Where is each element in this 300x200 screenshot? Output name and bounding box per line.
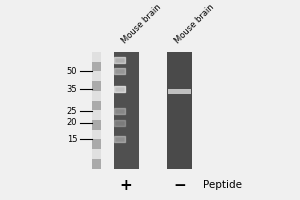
Bar — [92, 110, 101, 120]
Text: Peptide: Peptide — [203, 180, 242, 190]
Text: 25: 25 — [67, 107, 77, 116]
Bar — [92, 101, 101, 110]
Text: +: + — [120, 178, 133, 193]
Bar — [92, 130, 101, 139]
Bar — [92, 139, 101, 149]
Bar — [92, 52, 101, 62]
Text: Mouse brain: Mouse brain — [120, 2, 163, 45]
Bar — [92, 159, 101, 169]
Bar — [92, 71, 101, 81]
Text: −: − — [173, 178, 186, 193]
Text: 20: 20 — [67, 118, 77, 127]
Bar — [168, 89, 191, 94]
Text: 50: 50 — [67, 67, 77, 76]
Bar — [92, 62, 101, 71]
Bar — [114, 52, 139, 169]
Text: Mouse brain: Mouse brain — [173, 2, 216, 45]
Bar — [92, 81, 101, 91]
Bar — [167, 52, 192, 169]
Bar — [92, 120, 101, 130]
Text: 35: 35 — [67, 85, 77, 94]
Bar — [92, 149, 101, 159]
Text: 15: 15 — [67, 135, 77, 144]
Bar — [92, 91, 101, 101]
